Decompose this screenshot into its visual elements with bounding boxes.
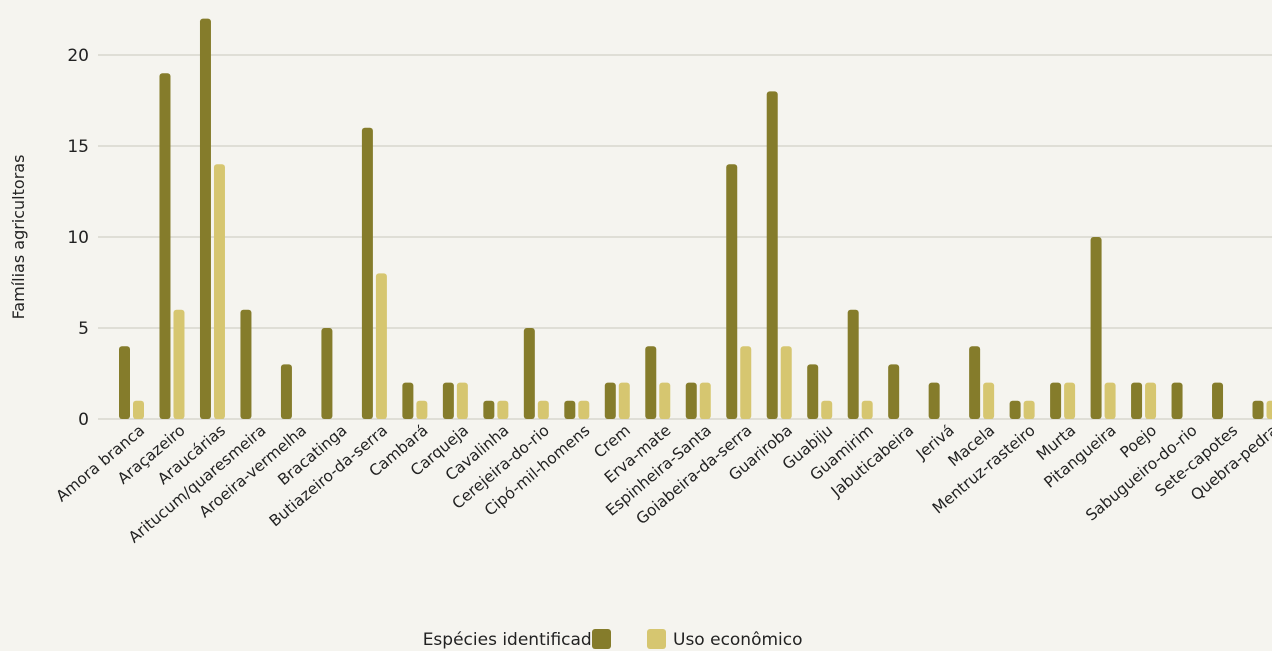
bar-especies-10: [523, 328, 535, 419]
legend: Espécies identificadas Uso econômico: [423, 629, 803, 650]
bar-uso-13: [659, 382, 671, 419]
y-tick-label-5: 5: [78, 319, 89, 339]
bar-especies-15: [726, 164, 738, 419]
y-axis-label: Famílias agricultoras: [9, 155, 28, 320]
y-tick-label-10: 10: [67, 228, 89, 248]
bar-especies-16: [766, 91, 778, 420]
bar-especies-21: [969, 346, 981, 419]
bar-especies-22: [1009, 400, 1021, 419]
bar-uso-16: [780, 346, 792, 419]
legend-swatch-especies: [592, 629, 611, 649]
bar-especies-5: [321, 328, 333, 419]
bar-uso-10: [537, 400, 549, 419]
bar-uso-11: [578, 400, 590, 419]
y-tick-label-15: 15: [67, 137, 89, 157]
bar-especies-0: [119, 346, 130, 419]
bar-especies-7: [402, 382, 414, 419]
bar-especies-12: [604, 382, 616, 419]
x-axis-ticks: Amora brancaAraçazeiroAraucáriasAritucum…: [53, 421, 1272, 546]
bar-uso-28: [1266, 400, 1272, 419]
bars: [119, 18, 1272, 420]
bar-uso-17: [821, 400, 833, 419]
legend-label-especies: Espécies identificadas: [423, 630, 611, 650]
bar-uso-25: [1145, 382, 1157, 419]
bar-especies-14: [685, 382, 697, 419]
bar-especies-18: [847, 309, 859, 419]
y-tick-label-0: 0: [78, 410, 89, 430]
bar-especies-23: [1050, 382, 1062, 419]
bar-uso-1: [173, 309, 185, 419]
bar-uso-14: [699, 382, 711, 419]
y-tick-label-20: 20: [67, 46, 89, 66]
bar-uso-2: [213, 164, 225, 419]
bar-uso-22: [1023, 400, 1035, 419]
bar-especies-25: [1131, 382, 1143, 419]
gridlines: [98, 54, 1272, 420]
bar-uso-15: [740, 346, 752, 419]
bar-uso-18: [861, 400, 873, 419]
bar-especies-3: [240, 309, 252, 419]
bar-uso-0: [133, 400, 144, 419]
bar-especies-8: [442, 382, 454, 419]
bar-especies-24: [1090, 237, 1102, 419]
bar-especies-28: [1252, 400, 1264, 419]
bar-especies-27: [1212, 382, 1224, 419]
bar-especies-4: [280, 364, 292, 419]
legend-swatch-uso: [647, 629, 666, 649]
bar-uso-21: [983, 382, 995, 419]
bar-uso-23: [1064, 382, 1076, 419]
bar-uso-8: [456, 382, 468, 419]
bar-uso-6: [375, 273, 387, 419]
bar-uso-12: [618, 382, 630, 419]
bar-especies-13: [645, 346, 657, 419]
bar-especies-26: [1171, 382, 1183, 419]
bar-uso-7: [416, 400, 428, 419]
bar-especies-20: [928, 382, 940, 419]
bar-especies-19: [888, 364, 900, 419]
bar-uso-24: [1104, 382, 1116, 419]
bar-especies-2: [199, 18, 211, 419]
bar-especies-1: [159, 73, 171, 419]
legend-label-uso: Uso econômico: [673, 630, 803, 650]
bar-especies-9: [483, 400, 495, 419]
bar-especies-17: [807, 364, 819, 419]
bar-especies-6: [361, 127, 373, 420]
bar-especies-11: [564, 400, 576, 419]
y-axis-ticks: 0 5 10 15 20: [67, 46, 89, 430]
bar-uso-9: [497, 400, 509, 419]
